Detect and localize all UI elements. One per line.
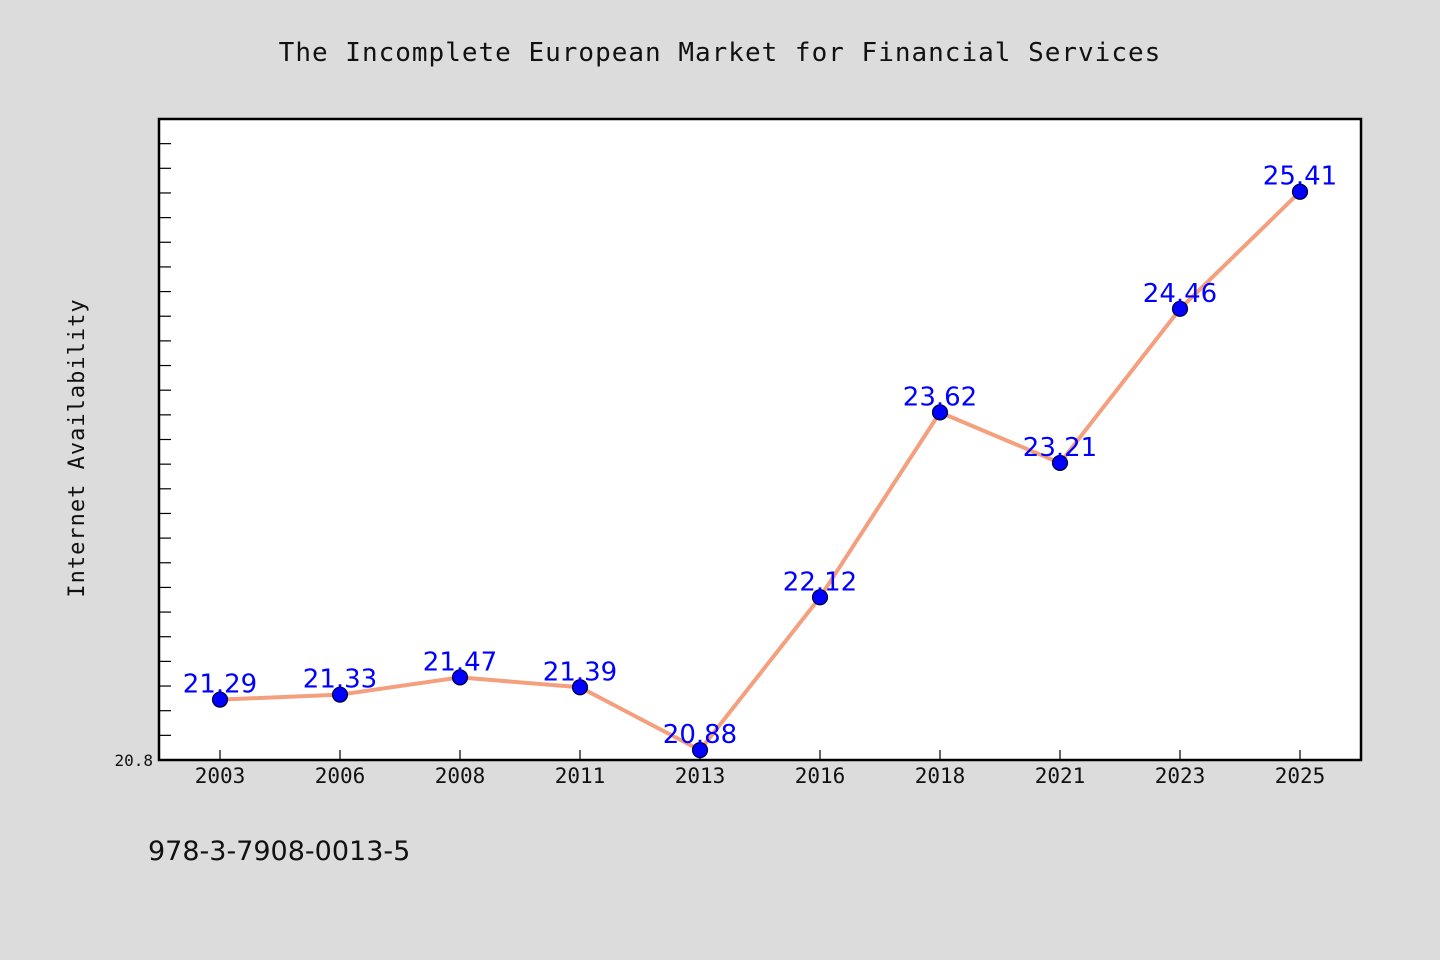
data-label: 21.29 xyxy=(183,670,257,700)
data-point xyxy=(1171,300,1189,317)
data-label: 22.12 xyxy=(783,567,857,597)
data-point xyxy=(571,679,589,696)
x-tick-label: 2006 xyxy=(315,764,366,788)
plot-area xyxy=(157,117,1363,762)
data-label: 24.46 xyxy=(1143,279,1217,309)
x-tick-label: 2013 xyxy=(675,764,726,788)
data-point xyxy=(1051,454,1069,472)
y-axis-label: Internet Availability xyxy=(65,298,90,597)
x-axis-ticks: 2003 2006 2008 2011 2013 2016 2018 2021 2023 2025 xyxy=(195,750,1326,788)
x-tick-label: 2025 xyxy=(1275,764,1326,788)
data-point xyxy=(691,742,709,759)
isbn-caption: 978-3-7908-0013-5 xyxy=(148,836,411,867)
data-label: 25.41 xyxy=(1263,162,1337,192)
data-label: 23.62 xyxy=(903,382,977,412)
data-point xyxy=(811,589,829,606)
series-line-group xyxy=(218,189,1302,753)
data-point xyxy=(451,669,469,686)
x-tick-label: 2016 xyxy=(795,764,846,788)
data-markers xyxy=(211,183,1309,759)
x-tick-label: 2023 xyxy=(1155,764,1206,788)
data-label: 21.39 xyxy=(543,657,617,687)
data-label: 21.33 xyxy=(303,665,377,695)
data-point xyxy=(1291,183,1309,200)
data-point xyxy=(211,691,229,708)
chart-title: The Incomplete European Market for Finan… xyxy=(279,38,1162,68)
y-axis-min-label: 20.8 xyxy=(114,751,153,770)
x-tick-label: 2003 xyxy=(195,764,246,788)
data-labels: 21.29 21.33 21.47 21.39 20.88 22.12 23.62 23.21… xyxy=(183,162,1337,750)
data-point xyxy=(931,404,949,421)
data-label: 20.88 xyxy=(663,720,737,750)
x-tick-label: 2021 xyxy=(1035,764,1086,788)
data-point xyxy=(331,686,349,703)
series-line xyxy=(218,189,1302,753)
y-axis-ticks xyxy=(159,143,171,736)
x-tick-label: 2011 xyxy=(555,764,606,788)
data-label: 21.47 xyxy=(423,647,497,677)
data-label: 23.21 xyxy=(1023,433,1097,463)
x-tick-label: 2008 xyxy=(435,764,486,788)
x-tick-label: 2018 xyxy=(915,764,966,788)
